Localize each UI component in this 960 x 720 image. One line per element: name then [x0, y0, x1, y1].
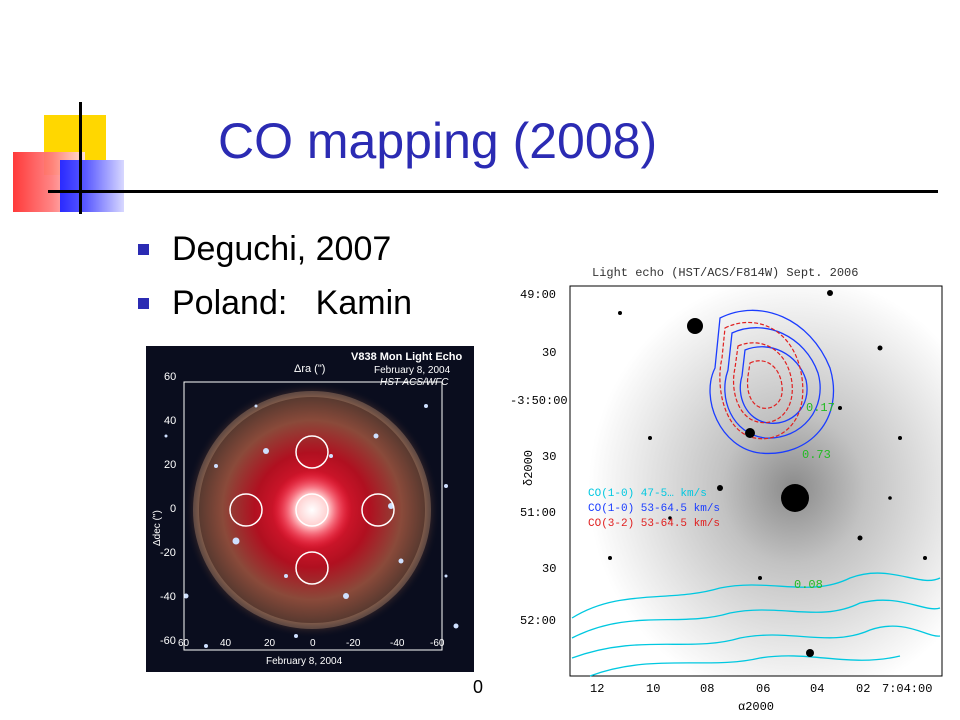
cyan-contours [571, 572, 941, 677]
legend-item-blue: CO(1-0) 53-64.5 km/s [588, 503, 720, 515]
light-echo-photo: V838 Mon Light Echo February 8, 2004 HST… [146, 346, 474, 672]
x-tick: -40 [390, 638, 405, 649]
decor-blue-square [60, 160, 124, 212]
x-tick: 60 [178, 638, 190, 649]
ra-tick: 7:04:00 [882, 682, 932, 696]
ra-tick: 06 [756, 682, 770, 696]
photo-left-axis-label: Δdec (") [152, 510, 163, 546]
photo-header-2: February 8, 2004 [374, 365, 451, 376]
dec-tick: -3:50:00 [510, 394, 568, 408]
annotation-label: 0.73 [802, 448, 831, 462]
dec-tick: 52:00 [520, 614, 556, 628]
y-tick: -40 [160, 591, 176, 603]
ra-tick: 12 [590, 682, 604, 696]
map-header: Light echo (HST/ACS/F814W) Sept. 2006 [592, 266, 858, 280]
photo-header-1: V838 Mon Light Echo [351, 351, 463, 363]
light-echo-figure: V838 Mon Light Echo February 8, 2004 HST… [146, 346, 474, 672]
y-tick: 20 [164, 459, 176, 471]
annotation-label: 0.17 [806, 401, 835, 415]
bullet-text: Poland: Kamin [172, 284, 413, 322]
photo-header-3: HST ACS/WFC [380, 377, 449, 388]
co-map-figure: Light echo (HST/ACS/F814W) Sept. 2006 [510, 266, 943, 714]
dec-tick: 51:00 [520, 506, 556, 520]
photo-footer: February 8, 2004 [266, 656, 343, 667]
legend-item-red: CO(3-2) 53-64.5 km/s [588, 518, 720, 530]
bullet-marker [138, 298, 149, 309]
x-tick: -20 [346, 638, 361, 649]
cut-off-text: 0 [473, 677, 484, 697]
title-underline [48, 190, 938, 193]
red-contours [719, 321, 804, 440]
star-core [272, 470, 352, 550]
legend-item-cyan: CO(1-0) 47-5… km/s [588, 488, 707, 500]
co-contour-map: Light echo (HST/ACS/F814W) Sept. 2006 [510, 258, 950, 720]
slide-decoration [0, 0, 140, 220]
dec-axis-label: δ2000 [522, 450, 536, 486]
ra-tick: 04 [810, 682, 824, 696]
annotation-label: 0.08 [794, 578, 823, 592]
ra-tick: 02 [856, 682, 870, 696]
y-tick: 60 [164, 371, 176, 383]
x-tick: -60 [430, 638, 445, 649]
ra-axis-label: α2000 [738, 700, 774, 714]
bullet-text: Deguchi, 2007 [172, 230, 392, 268]
dec-tick: 30 [542, 562, 556, 576]
blue-contours [709, 309, 835, 455]
x-tick: 40 [220, 638, 232, 649]
dec-tick: 30 [542, 450, 556, 464]
decor-vertical-line [79, 102, 82, 214]
bullet-marker [138, 244, 149, 255]
ra-tick: 08 [700, 682, 714, 696]
x-tick: 0 [310, 638, 316, 649]
dec-tick: 49:00 [520, 288, 556, 302]
x-tick: 20 [264, 638, 276, 649]
y-tick: 0 [170, 503, 176, 515]
ra-tick: 10 [646, 682, 660, 696]
photo-top-axis-label: Δra (") [294, 363, 325, 375]
y-tick: 40 [164, 415, 176, 427]
y-tick: -20 [160, 547, 176, 559]
dec-tick: 30 [542, 346, 556, 360]
y-tick: -60 [160, 635, 176, 647]
aperture-circles [229, 435, 395, 585]
bullet-item: Poland: Kamin [138, 276, 412, 330]
bullet-item: Deguchi, 2007 [138, 222, 412, 276]
slide-title: CO mapping (2008) [218, 113, 658, 169]
bullet-list: Deguchi, 2007 Poland: Kamin [138, 222, 412, 330]
